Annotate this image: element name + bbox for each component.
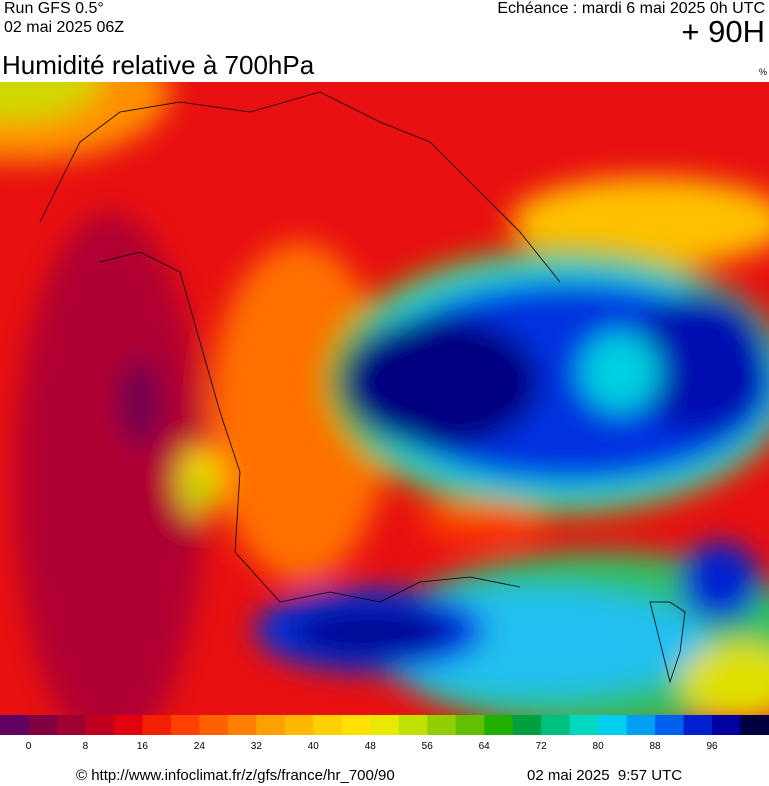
legend-tick-label: 56 — [422, 741, 434, 752]
legend-swatch — [113, 715, 143, 735]
legend-swatch — [683, 715, 713, 735]
legend-swatch — [569, 715, 599, 735]
legend-tick-label: 24 — [194, 741, 206, 752]
legend-tick-label: 40 — [308, 741, 320, 752]
lead-time: + 90H — [681, 14, 765, 49]
legend-swatch — [712, 715, 742, 735]
unit: % — [758, 67, 767, 77]
legend-swatch — [0, 715, 29, 735]
run-label: Run GFS 0.5° — [4, 0, 104, 17]
coastlines — [39, 91, 686, 684]
legend-swatch — [170, 715, 200, 735]
legend-swatch — [284, 715, 314, 735]
legend-tick-label: 16 — [137, 741, 149, 752]
legend-swatch — [626, 715, 656, 735]
map-title: Humidité relative à 700hPa — [2, 50, 315, 80]
legend: 0 8 16 24 32 40 48 56 64 72 80 88 96 — [0, 715, 769, 752]
footer-url: © http://www.infoclimat.fr/z/gfs/france/… — [76, 767, 395, 784]
map — [0, 82, 769, 715]
legend-tick-label: 72 — [536, 741, 548, 752]
legend-swatch — [398, 715, 428, 735]
legend-swatch — [227, 715, 257, 735]
legend-swatch — [512, 715, 542, 735]
legend-swatch — [56, 715, 86, 735]
legend-tick-label: 8 — [83, 741, 89, 752]
legend-swatch — [85, 715, 115, 735]
echeance: Echéance : mardi 6 mai 2025 0h UTC — [497, 0, 765, 17]
legend-tick-label: 88 — [650, 741, 662, 752]
legend-swatch — [370, 715, 400, 735]
legend-swatch — [740, 715, 769, 735]
legend-tick-label: 32 — [251, 741, 263, 752]
legend-swatch — [455, 715, 485, 735]
run-date: 02 mai 2025 06Z — [4, 19, 125, 36]
humidity-field — [0, 82, 769, 715]
legend-swatch — [341, 715, 371, 735]
legend-tick-label: 96 — [706, 741, 718, 752]
legend-swatch — [199, 715, 229, 735]
legend-swatch — [256, 715, 286, 735]
legend-tick-label: 64 — [479, 741, 491, 752]
legend-swatch — [655, 715, 685, 735]
legend-swatch — [28, 715, 58, 735]
legend-tick-label: 80 — [593, 741, 605, 752]
legend-swatch — [427, 715, 457, 735]
legend-swatch — [142, 715, 172, 735]
legend-tick-label: 0 — [26, 741, 32, 752]
legend-swatch — [313, 715, 343, 735]
legend-tick-label: 48 — [365, 741, 377, 752]
legend-swatch — [598, 715, 628, 735]
footer-time: 02 mai 2025 9:57 UTC — [527, 767, 683, 784]
legend-swatch — [541, 715, 571, 735]
legend-swatch — [484, 715, 514, 735]
